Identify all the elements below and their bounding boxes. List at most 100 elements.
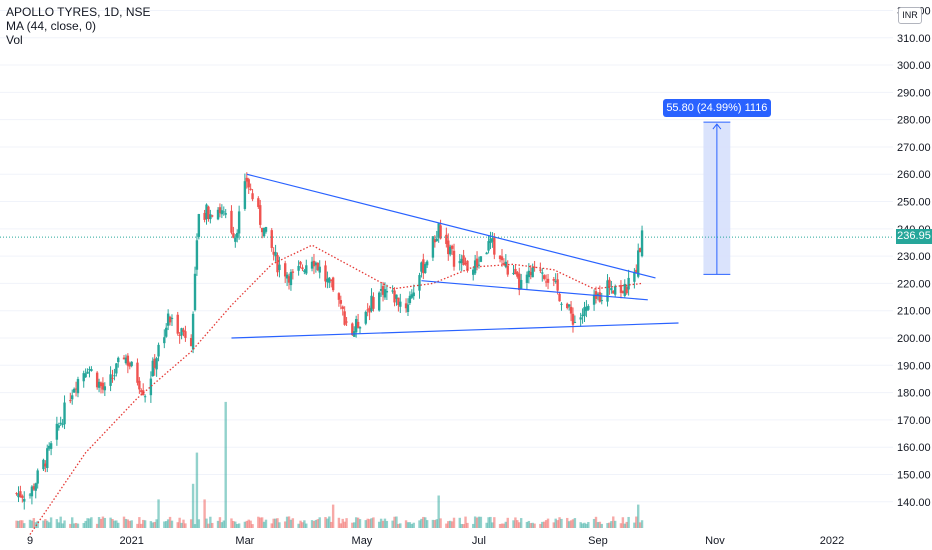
- candle-body: [558, 293, 561, 302]
- symbol-label[interactable]: APOLLO TYRES, 1D, NSE: [6, 5, 151, 19]
- volume-bar: [472, 523, 475, 528]
- volume-bar: [63, 520, 66, 528]
- candle-body: [191, 313, 195, 350]
- volume-bar: [439, 518, 442, 528]
- volume-bar: [220, 522, 224, 528]
- candle-body: [627, 277, 630, 290]
- candle-body: [234, 237, 237, 242]
- price-tick-label: 290.00: [897, 87, 931, 99]
- candle-body: [381, 286, 385, 295]
- volume-bar: [99, 518, 103, 528]
- candle-body: [287, 276, 291, 283]
- volume-bar: [115, 520, 118, 528]
- volume-bar: [531, 522, 534, 528]
- volume-bar: [504, 521, 508, 528]
- volume-bar: [218, 517, 222, 528]
- candle-body: [466, 260, 469, 271]
- volume-bar: [372, 517, 375, 528]
- candle-body: [546, 278, 550, 283]
- ma-indicator-label[interactable]: MA (44, close, 0): [6, 19, 97, 33]
- volume-bar: [69, 523, 72, 528]
- volume-bar: [257, 516, 260, 528]
- candle-body: [57, 425, 60, 428]
- candle-body: [519, 279, 523, 289]
- volume-bar: [272, 518, 275, 528]
- candle-body: [341, 306, 344, 309]
- candle-body: [571, 313, 575, 325]
- candle-body: [625, 286, 628, 294]
- volume-bar: [608, 522, 611, 528]
- volume-bar: [124, 518, 128, 528]
- volume-bar: [224, 401, 227, 528]
- volume-bar: [193, 524, 197, 528]
- volume-bar: [500, 523, 504, 528]
- candle-body: [433, 239, 437, 243]
- candle-body: [42, 459, 45, 470]
- candle-body: [168, 316, 172, 323]
- candle-body: [88, 369, 91, 371]
- candle-body: [111, 377, 114, 379]
- trendline: [246, 173, 656, 279]
- candle-body: [237, 211, 241, 234]
- candle-body: [592, 294, 596, 305]
- volume-bar: [552, 522, 555, 528]
- candle-body: [395, 294, 398, 299]
- volume-bar: [178, 517, 181, 528]
- time-axis: 9 2021 Mar May Jul Sep Nov 2022: [27, 535, 844, 547]
- candle-body: [372, 297, 375, 309]
- candle-body: [479, 256, 483, 262]
- volume-bar: [84, 520, 87, 528]
- volume-bar: [502, 523, 506, 528]
- volume-bar: [136, 523, 139, 528]
- candle-body: [205, 204, 208, 220]
- volume-bar: [101, 516, 105, 528]
- volume-bar: [249, 520, 252, 528]
- volume-bar: [260, 517, 264, 528]
- candle-body: [19, 491, 22, 498]
- candle-body: [224, 213, 227, 215]
- volume-bar: [635, 516, 638, 528]
- candle-body: [166, 313, 170, 326]
- candle-body: [157, 344, 160, 357]
- volume-bar: [182, 519, 185, 528]
- volume-bar: [205, 518, 208, 528]
- candle-body: [533, 266, 536, 268]
- candle-body: [278, 264, 281, 271]
- volume-bar: [151, 522, 154, 528]
- volume-bar: [345, 518, 348, 528]
- volume-bar: [126, 519, 130, 528]
- candle-body: [63, 402, 66, 425]
- volume-bar: [579, 522, 582, 528]
- currency-badge[interactable]: INR: [898, 7, 922, 24]
- candle-body: [337, 293, 341, 300]
- candle-body: [512, 272, 515, 275]
- volume-bar: [368, 519, 371, 528]
- volume-bar: [610, 521, 613, 528]
- volume-bar: [142, 519, 145, 528]
- volume-indicator-label[interactable]: Vol: [6, 33, 23, 47]
- volume-bar: [326, 518, 329, 528]
- candle-body: [236, 232, 239, 238]
- candle-body: [84, 373, 87, 378]
- candle-body: [579, 317, 582, 320]
- candle-body: [17, 493, 20, 498]
- volume-bar: [385, 520, 389, 528]
- candle-body: [247, 179, 250, 188]
- candle-body: [556, 279, 559, 291]
- candle-body: [439, 225, 442, 239]
- volume-bar: [305, 523, 308, 528]
- candle-body: [243, 181, 247, 209]
- candle-body: [368, 307, 371, 313]
- volume-bar: [245, 520, 249, 528]
- candle-body: [569, 306, 573, 314]
- volume-bar: [544, 520, 548, 528]
- volume-bar: [391, 520, 394, 528]
- volume-bar: [191, 483, 195, 528]
- candle-body: [305, 265, 308, 274]
- volume-bar: [637, 504, 640, 528]
- candle-body: [635, 269, 638, 273]
- volume-bar: [341, 518, 344, 528]
- candle-body: [109, 374, 112, 386]
- volume-bar: [525, 521, 529, 528]
